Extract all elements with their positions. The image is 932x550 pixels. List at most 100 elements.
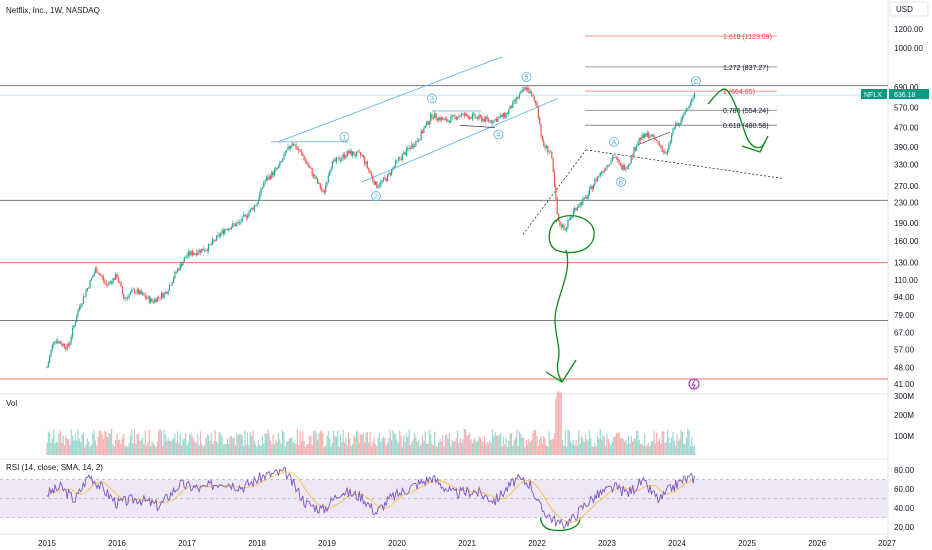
- volume-bar: [596, 435, 599, 455]
- candle-body: [213, 239, 215, 241]
- candle-body: [547, 145, 549, 153]
- volume-bar: [522, 437, 525, 455]
- volume-bar: [246, 432, 249, 455]
- rsi-title: RSI (14, close, SMA, 14, 2): [6, 463, 103, 472]
- year-label: 2019: [318, 539, 336, 548]
- candle-body: [341, 157, 343, 160]
- volume-bar: [625, 439, 627, 455]
- candle-body: [442, 117, 444, 120]
- volume-bar: [668, 437, 670, 455]
- rsi-tick-60: 60.00: [894, 485, 915, 494]
- volume-bar: [181, 445, 183, 455]
- candle-body: [230, 227, 233, 230]
- volume-bar: [407, 437, 409, 455]
- volume-bar: [567, 429, 569, 455]
- volume-bar: [354, 436, 356, 455]
- volume-bar: [102, 439, 105, 455]
- currency-box[interactable]: [889, 1, 929, 17]
- candle-body: [322, 190, 324, 192]
- volume-bar: [431, 443, 433, 455]
- candle-body: [668, 143, 670, 151]
- volume-bar: [466, 435, 468, 455]
- volume-bar: [382, 436, 385, 455]
- volume-bar: [276, 441, 278, 455]
- volume-bar: [392, 430, 394, 455]
- volume-bar: [350, 445, 352, 455]
- candle-body: [163, 292, 165, 298]
- candle-body: [82, 296, 84, 304]
- volume-bar: [489, 440, 491, 455]
- volume-bar: [159, 429, 161, 455]
- candle-body: [260, 187, 262, 194]
- candle-body: [232, 223, 234, 228]
- candle-body: [627, 165, 630, 167]
- candle-body: [69, 342, 71, 346]
- candle-body: [347, 150, 350, 154]
- currency-label[interactable]: USD: [896, 5, 913, 14]
- volume-bar: [496, 435, 498, 455]
- volume-bar: [302, 431, 304, 455]
- candle-body: [393, 165, 395, 168]
- candle-body: [84, 296, 86, 298]
- candle-body: [372, 175, 374, 181]
- volume-bar: [536, 436, 538, 455]
- volume-bar: [71, 435, 74, 455]
- target-path-annotation: [707, 88, 767, 149]
- candle-body: [228, 228, 230, 230]
- candle-body: [644, 133, 646, 138]
- candle-body: [326, 182, 328, 186]
- volume-bar: [190, 432, 192, 455]
- candle-body: [552, 157, 554, 172]
- volume-bar: [175, 442, 177, 455]
- volume-bar: [609, 443, 611, 455]
- volume-bar: [105, 432, 107, 455]
- volume-bar: [265, 433, 268, 455]
- volume-bar: [421, 435, 424, 455]
- candle-body: [66, 344, 68, 350]
- volume-bar: [127, 446, 129, 455]
- price-axis[interactable]: 1200.00 1000.00 690.00 570.00 470.00 390.00 33…: [894, 25, 923, 389]
- price-tick: 270.00: [894, 182, 919, 191]
- volume-bar: [442, 434, 444, 455]
- volume-bar: [154, 445, 156, 455]
- volume-bar: [491, 429, 494, 455]
- candle-body: [536, 103, 538, 108]
- candle-body: [444, 118, 447, 120]
- candle-body: [175, 271, 177, 273]
- candle-body: [67, 344, 70, 346]
- candle-body: [657, 141, 659, 143]
- volume-bar: [151, 441, 153, 455]
- volume-bar: [135, 444, 137, 455]
- candle-body: [280, 161, 282, 162]
- volume-bar: [310, 436, 312, 455]
- candle-body: [568, 219, 570, 221]
- candle-body: [601, 172, 603, 174]
- volume-bar: [446, 434, 448, 455]
- candle-body: [685, 108, 688, 112]
- candle-body: [502, 112, 504, 117]
- candle-body: [679, 123, 681, 125]
- time-axis[interactable]: 2015 2016 2017 2018 2019 2020 2021 2022 2023 2024…: [38, 539, 896, 548]
- candle-body: [588, 188, 591, 195]
- volume-bar: [141, 437, 144, 455]
- candle-body: [403, 152, 405, 155]
- elliott-channel: [271, 56, 783, 235]
- candle-body: [209, 244, 211, 246]
- volume-bar: [267, 429, 269, 455]
- volume-bar: [191, 436, 193, 455]
- volume-bar: [325, 445, 327, 455]
- candle-body: [395, 160, 397, 166]
- volume-bar: [222, 444, 224, 455]
- volume-bar: [326, 435, 328, 455]
- volume-bar: [279, 439, 281, 455]
- volume-bar: [570, 440, 572, 455]
- volume-bar: [380, 442, 382, 455]
- candle-body: [452, 115, 455, 116]
- candle-body: [664, 150, 666, 154]
- volume-bar: [120, 444, 122, 455]
- candle-body: [412, 144, 414, 148]
- year-label: 2027: [878, 539, 896, 548]
- volume-bar: [430, 434, 432, 455]
- candle-body: [249, 208, 251, 213]
